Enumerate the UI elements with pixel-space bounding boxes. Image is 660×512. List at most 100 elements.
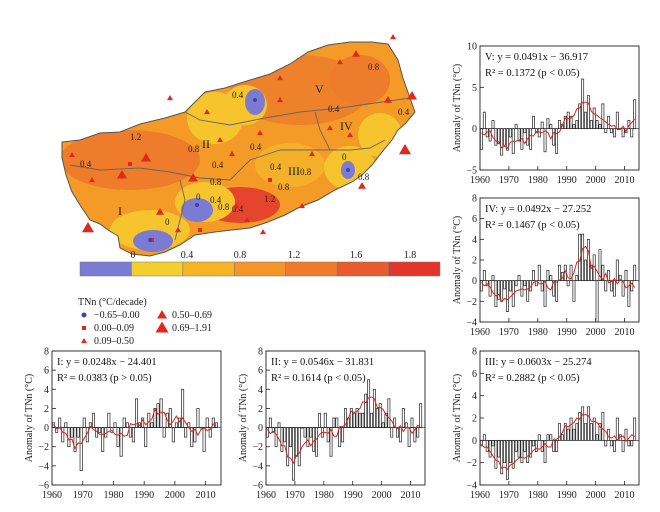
anomaly-bar — [615, 111, 619, 130]
colorbar-segment — [182, 261, 235, 277]
colorbar-segment — [234, 261, 286, 277]
region-label: III — [288, 164, 300, 178]
station-triangle — [257, 130, 263, 136]
regression-r2: R² = 0.1467 (p < 0.05) — [485, 220, 580, 231]
anomaly-bar — [162, 427, 166, 438]
anomaly-bar — [294, 427, 298, 457]
anomaly-bar — [506, 280, 509, 313]
anomaly-bar — [390, 427, 394, 438]
anomaly-bar — [546, 269, 550, 282]
colorbar-segment — [131, 261, 184, 277]
anomaly-bar — [184, 427, 188, 438]
anomaly-bar — [581, 406, 585, 441]
y-tick-label: 0 — [258, 423, 263, 434]
anomaly-bar — [540, 280, 544, 292]
station-triangle — [233, 203, 239, 209]
anomaly-bar — [381, 422, 385, 428]
y-tick-label: 10 — [467, 42, 477, 53]
station-triangle — [337, 59, 343, 65]
station-square — [268, 178, 272, 182]
station-dot — [195, 203, 199, 207]
y-tick-label: 4 — [472, 235, 477, 246]
x-tick-label: 1960 — [470, 175, 490, 186]
anomaly-bar — [292, 427, 295, 481]
anomaly-bar — [401, 408, 405, 428]
station-triangle — [217, 137, 223, 143]
anomaly-bar — [482, 269, 486, 282]
regression-equation: I: y = 0.0248x − 24.401 — [57, 357, 157, 368]
anomaly-bar — [367, 379, 371, 428]
contour-label: 0 — [342, 152, 347, 162]
anomaly-bar — [147, 412, 151, 428]
anomaly-bar — [361, 412, 365, 428]
y-tick-label: 4 — [472, 391, 477, 402]
chart-panel-IV: −4 −2 0 2 4 6 8 1960 1970 1980 1990 2000 2010 Anomaly… — [452, 194, 640, 338]
anomaly-bar — [560, 434, 564, 441]
anomaly-bar — [387, 398, 391, 428]
anomaly-bar — [280, 427, 284, 452]
anomaly-bar — [286, 427, 290, 467]
anomaly-bar — [581, 233, 585, 282]
contour-label: 0.4 — [212, 160, 224, 170]
x-tick-label: 1980 — [314, 490, 334, 501]
anomaly-bar — [323, 412, 327, 428]
region-label: I — [118, 204, 122, 218]
anomaly-bar — [621, 128, 625, 138]
anomaly-bar — [584, 259, 587, 282]
y-tick-label: 2 — [472, 256, 477, 267]
x-tick-label: 2000 — [586, 490, 606, 501]
x-tick-label: 1980 — [528, 490, 548, 501]
anomaly-bar — [303, 427, 307, 438]
anomaly-bar — [116, 427, 120, 448]
anomaly-bar — [633, 264, 637, 282]
anomaly-bar — [150, 422, 154, 428]
legend-symbol-triangle-large — [155, 321, 169, 333]
anomaly-bar — [341, 427, 345, 443]
y-tick-label: 5 — [472, 83, 477, 94]
y-tick-label: 0 — [44, 423, 49, 434]
anomaly-bar — [277, 422, 281, 428]
regression-equation: III: y = 0.0603x − 25.274 — [485, 357, 592, 368]
contour-label: 0 — [165, 217, 170, 227]
y-tick-label: 4 — [258, 385, 263, 396]
anomaly-bar — [532, 269, 535, 282]
anomaly-bar — [82, 417, 86, 428]
regression-r2: R² = 0.0383 (p > 0.05) — [57, 373, 152, 384]
colorbar-tick-label: 1.8 — [404, 250, 417, 261]
anomaly-bar — [615, 259, 619, 282]
x-tick-label: 2000 — [372, 490, 392, 501]
anomaly-bar — [584, 111, 587, 130]
station-triangle — [229, 151, 235, 157]
anomaly-bar — [604, 280, 608, 292]
anomaly-bar — [529, 128, 533, 150]
anomaly-bar — [494, 439, 498, 469]
contour-label: 0.8 — [278, 182, 290, 192]
x-tick-label: 1970 — [499, 490, 519, 501]
anomaly-bar — [540, 121, 544, 130]
regression-r2: R² = 0.1614 (p < 0.05) — [271, 373, 366, 384]
region-boundaries — [69, 97, 411, 241]
regression-equation: IV: y = 0.0492x − 27.252 — [485, 204, 591, 215]
colorbar-tick-label: 1.2 — [288, 250, 301, 261]
anomaly-bar — [58, 417, 62, 428]
contour-label: 0.4 — [80, 159, 92, 169]
anomaly-bar — [630, 128, 634, 138]
anomaly-bar — [156, 403, 160, 428]
colorbar-segment — [388, 261, 441, 277]
anomaly-bar — [171, 427, 175, 443]
anomaly-bar — [101, 427, 105, 452]
anomaly-bar — [558, 264, 561, 282]
anomaly-bar — [549, 434, 553, 441]
contour-label: 0.8 — [188, 144, 200, 154]
y-tick-label: 8 — [258, 347, 263, 358]
anomaly-bar — [419, 403, 423, 428]
anomaly-bar — [572, 124, 576, 130]
x-tick-label: 1980 — [528, 175, 548, 186]
anomaly-bar — [503, 280, 507, 290]
contour-label: 0 — [196, 192, 201, 202]
station-triangle — [384, 96, 392, 103]
x-tick-label: 2010 — [615, 327, 635, 338]
station-triangle — [327, 125, 333, 131]
anomaly-bar — [283, 427, 287, 443]
